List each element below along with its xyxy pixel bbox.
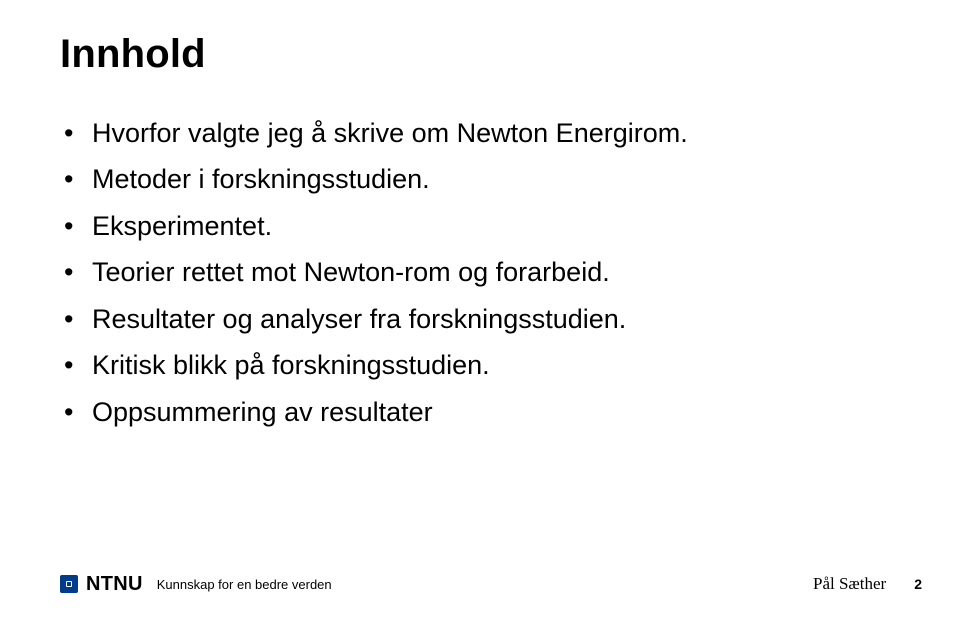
bullet-list: Hvorfor valgte jeg å skrive om Newton En… (60, 115, 900, 430)
bullet-item: Hvorfor valgte jeg å skrive om Newton En… (64, 115, 900, 151)
bullet-item: Resultater og analyser fra forskningsstu… (64, 301, 900, 337)
footer-right: Pål Sæther 2 (813, 574, 922, 594)
footer: NTNU Kunnskap for en bedre verden Pål Sæ… (0, 565, 960, 619)
ntnu-logo-icon (60, 575, 78, 593)
slide: Innhold Hvorfor valgte jeg å skrive om N… (0, 0, 960, 619)
logo-text: NTNU (86, 573, 143, 596)
author-name: Pål Sæther (813, 574, 886, 594)
slide-title: Innhold (60, 32, 900, 77)
bullet-item: Oppsummering av resultater (64, 394, 900, 430)
bullet-item: Eksperimentet. (64, 208, 900, 244)
footer-left: NTNU Kunnskap for en bedre verden (60, 573, 332, 596)
tagline: Kunnskap for en bedre verden (157, 577, 332, 592)
bullet-item: Teorier rettet mot Newton-rom og forarbe… (64, 254, 900, 290)
page-number: 2 (914, 576, 922, 592)
bullet-item: Kritisk blikk på forskningsstudien. (64, 347, 900, 383)
bullet-item: Metoder i forskningsstudien. (64, 161, 900, 197)
